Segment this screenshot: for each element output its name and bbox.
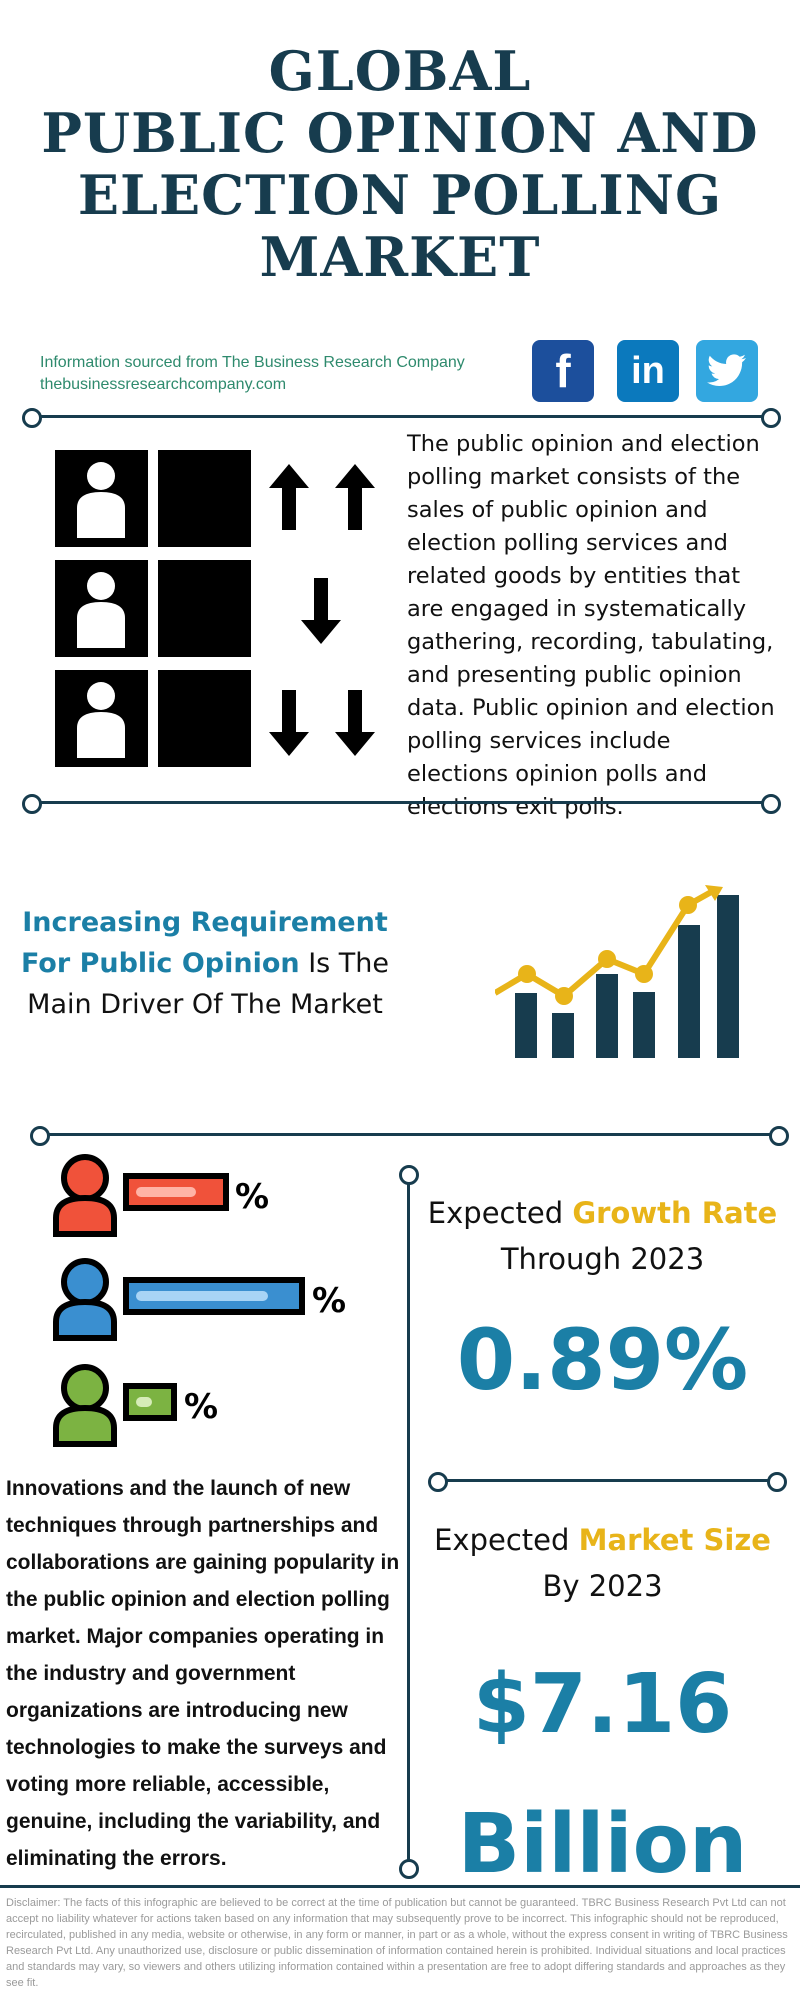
market-size-unit: Billion <box>457 1797 748 1892</box>
source-info: Information sourced from The Business Re… <box>40 352 465 396</box>
poll-results-icon <box>55 450 375 767</box>
linkedin-glyph: in <box>631 349 665 392</box>
market-driver: Increasing Requirement For Public Opinio… <box>20 902 390 1025</box>
facebook-icon[interactable]: f <box>532 340 594 402</box>
market-size-label: Expected Market Size By 2023 <box>420 1517 785 1609</box>
market-label-prefix: Expected <box>434 1523 579 1557</box>
divider-node-left <box>22 408 42 428</box>
growth-label-prefix: Expected <box>427 1196 573 1230</box>
driver-rest: Is The <box>299 948 390 979</box>
twitter-icon[interactable] <box>696 340 758 402</box>
divider-node-left <box>22 794 42 814</box>
growth-chart-icon <box>495 885 739 1058</box>
page-title: GLOBAL PUBLIC OPINION AND ELECTION POLLI… <box>0 40 800 288</box>
vertical-node-top <box>399 1165 419 1185</box>
growth-rate-label: Expected Growth Rate Through 2023 <box>420 1190 785 1282</box>
twitter-bird-shape <box>707 354 746 387</box>
innovation-text: Innovations and the launch of new techni… <box>6 1477 400 1870</box>
disclaimer: Disclaimer: The facts of this infographi… <box>6 1897 788 1989</box>
divider-node-right <box>767 1472 787 1492</box>
title-line-2: PUBLIC OPINION AND <box>41 101 759 165</box>
divider-top <box>32 415 770 418</box>
title-line-3: ELECTION POLLING <box>77 163 723 227</box>
driver-line-3: Main Driver Of The Market <box>27 989 383 1020</box>
svg-text:%: % <box>184 1387 218 1427</box>
vertical-node-bottom <box>399 1859 419 1879</box>
divider-bottom <box>0 1885 800 1888</box>
title-line-1: GLOBAL <box>268 39 532 103</box>
title-line-4: MARKET <box>259 225 541 289</box>
growth-label-highlight: Growth Rate <box>572 1196 778 1230</box>
divider-node-right <box>761 794 781 814</box>
market-description: The public opinion and election polling … <box>407 431 775 820</box>
svg-text:%: % <box>312 1281 346 1321</box>
svg-text:%: % <box>235 1177 269 1217</box>
facebook-glyph: f <box>555 345 571 397</box>
divider-node-right <box>769 1126 789 1146</box>
growth-label-line2: Through 2023 <box>500 1242 705 1276</box>
driver-highlight-1: Increasing Requirement <box>22 907 388 938</box>
divider-node-left <box>428 1472 448 1492</box>
survey-percent-icon: % % % <box>53 1154 346 1447</box>
source-link[interactable]: thebusinessresearchcompany.com <box>40 376 287 393</box>
divider-node-right <box>761 408 781 428</box>
driver-highlight-2: For Public Opinion <box>20 948 300 979</box>
market-label-line2: By 2023 <box>542 1569 663 1603</box>
market-size-value: $7.16 Billion <box>420 1635 785 1915</box>
divider-right <box>438 1479 776 1482</box>
divider-node-left <box>30 1126 50 1146</box>
market-size-amount: $7.16 <box>472 1657 733 1752</box>
vertical-divider <box>407 1180 410 1870</box>
divider-middle <box>32 801 770 804</box>
growth-rate-value: 0.89% <box>456 1311 749 1409</box>
market-label-highlight: Market Size <box>578 1523 771 1557</box>
source-text: Information sourced from The Business Re… <box>40 354 465 371</box>
divider-lower <box>40 1133 778 1136</box>
linkedin-icon[interactable]: in <box>617 340 679 402</box>
